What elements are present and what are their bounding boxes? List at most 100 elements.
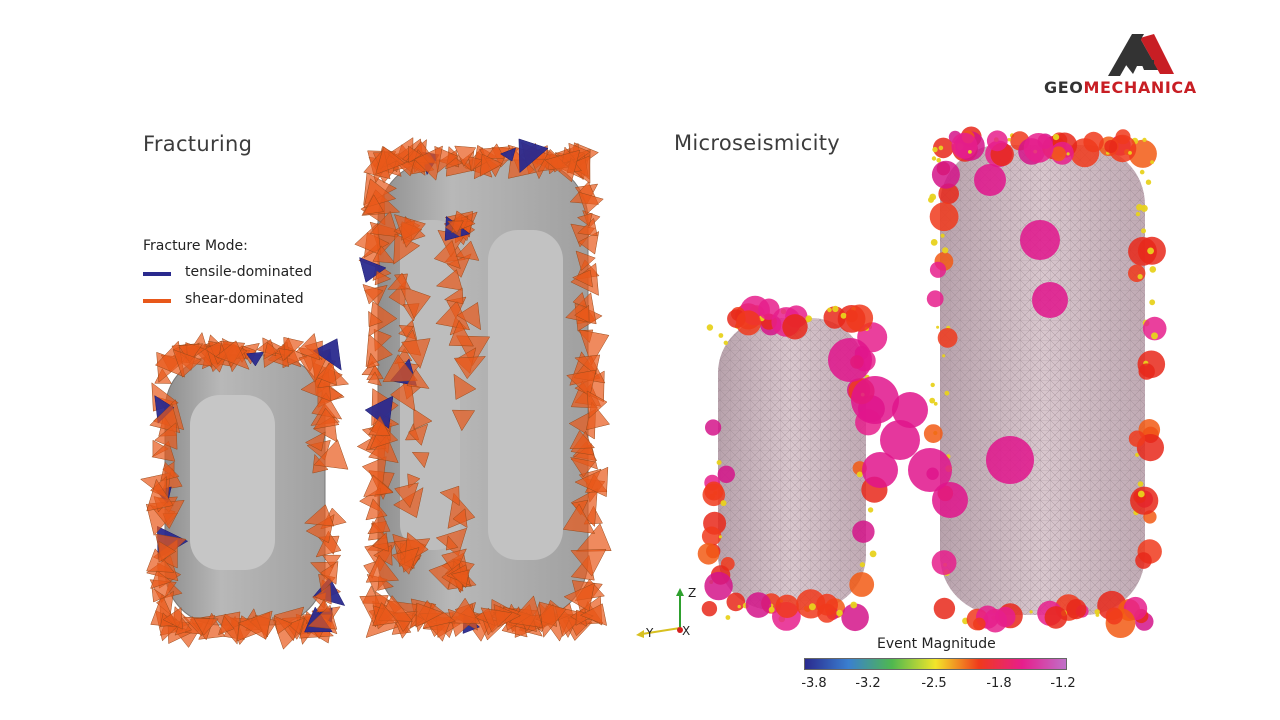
seismic-event <box>851 376 899 424</box>
shear-fracture <box>480 607 513 633</box>
large-cavity-inner-right <box>488 230 563 560</box>
seismic-event <box>944 390 950 396</box>
seismic-event <box>931 156 937 161</box>
seismic-event <box>1136 204 1143 211</box>
seismic-event <box>936 325 940 329</box>
seismic-event <box>1044 606 1068 629</box>
tensile-fracture <box>518 138 549 174</box>
shear-fracture <box>193 618 219 636</box>
seismic-event <box>723 340 728 345</box>
shear-fracture <box>319 560 339 585</box>
seismic-event <box>845 304 874 332</box>
shear-fracture <box>146 478 174 512</box>
shear-fracture <box>411 452 430 469</box>
seismic-event <box>808 603 816 611</box>
seismic-event <box>736 310 761 336</box>
tensile-swatch-icon <box>143 272 171 276</box>
shear-fracture <box>574 466 609 498</box>
shear-fracture <box>570 457 596 478</box>
right-large-cavity-mesh <box>940 145 1145 615</box>
shear-fracture <box>577 217 598 237</box>
seismic-event <box>697 543 720 565</box>
shear-fracture <box>399 285 431 319</box>
shear-fracture <box>479 153 504 177</box>
seismic-event <box>1142 316 1167 341</box>
seismic-event <box>1029 610 1033 614</box>
colorbar-tick: -3.8 <box>801 676 827 691</box>
seismic-event <box>1104 140 1118 153</box>
seismic-event <box>1023 133 1054 163</box>
seismic-event <box>850 601 858 609</box>
shear-fracture <box>574 354 601 376</box>
legend-label-tensile: tensile-dominated <box>185 264 313 280</box>
shear-fracture <box>367 371 382 386</box>
shear-fracture <box>368 310 384 328</box>
brand-name: GEOMECHANICA <box>1044 78 1197 97</box>
legend-title: Fracture Mode: <box>143 238 248 254</box>
shear-fracture <box>304 431 326 452</box>
shear-fracture <box>398 325 414 339</box>
shear-fracture <box>361 456 387 486</box>
seismic-event <box>1032 282 1068 318</box>
shear-fracture <box>321 554 342 569</box>
microseismicity-title: Microseismicity <box>674 131 840 155</box>
seismic-event <box>1151 332 1158 340</box>
seismic-event <box>840 312 847 319</box>
shear-fracture <box>406 368 430 389</box>
shear-fracture <box>401 338 431 369</box>
seismic-event <box>718 535 723 539</box>
shear-fracture <box>313 407 340 430</box>
shear-fracture <box>365 554 400 583</box>
shear-fracture <box>368 415 391 436</box>
shear-fracture <box>508 595 544 629</box>
seismic-event <box>1066 599 1087 620</box>
seismic-event <box>929 397 936 404</box>
seismic-event <box>1147 247 1154 255</box>
shear-fracture <box>447 597 481 624</box>
seismic-event <box>718 333 724 338</box>
seismic-event <box>928 196 934 203</box>
seismic-event <box>926 290 944 308</box>
shear-fracture <box>408 145 422 164</box>
seismic-event <box>1083 131 1104 153</box>
seismic-event <box>701 526 722 546</box>
shear-fracture <box>576 212 593 227</box>
shear-fracture <box>577 231 600 255</box>
shear-fracture <box>578 191 604 215</box>
seismic-event <box>1105 607 1123 625</box>
shear-fracture <box>316 359 338 386</box>
shear-fracture <box>441 548 467 575</box>
seismic-event <box>1149 266 1157 273</box>
shear-fracture <box>538 601 567 638</box>
shear-fracture <box>273 615 293 635</box>
seismic-event <box>936 158 941 163</box>
shear-fracture <box>572 291 588 308</box>
seismic-event <box>1066 152 1070 156</box>
seismic-event <box>938 145 944 151</box>
shear-fracture <box>452 508 468 529</box>
seismic-event <box>974 164 1006 196</box>
shear-fracture <box>570 549 607 577</box>
seismic-event <box>805 315 812 323</box>
tensile-fracture <box>246 351 265 367</box>
shear-fracture <box>387 272 411 290</box>
seismic-event <box>951 132 978 159</box>
seismic-event <box>1053 134 1060 141</box>
shear-fracture <box>394 482 419 509</box>
shear-fracture <box>455 240 480 261</box>
seismic-event <box>892 392 928 428</box>
shear-fracture <box>172 349 202 378</box>
shear-fracture <box>439 485 460 507</box>
shear-fracture <box>363 474 394 497</box>
seismic-event <box>1128 430 1146 447</box>
shear-fracture <box>287 617 305 635</box>
brand-name-part2: MECHANICA <box>1083 78 1197 97</box>
seismic-event <box>704 481 724 501</box>
seismic-event <box>775 594 799 618</box>
shear-fracture <box>447 220 464 235</box>
seismic-event <box>930 382 935 388</box>
seismic-event <box>929 261 947 278</box>
fracturing-title: Fracturing <box>143 132 253 156</box>
